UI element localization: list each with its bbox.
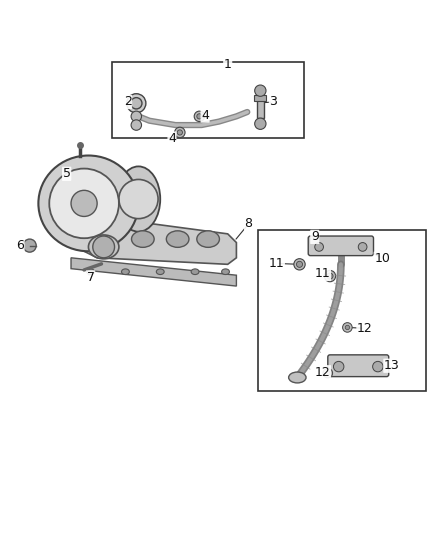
Circle shape [323, 368, 332, 378]
Text: 4: 4 [168, 132, 176, 145]
Ellipse shape [156, 269, 164, 274]
Ellipse shape [191, 269, 199, 274]
Circle shape [315, 243, 323, 251]
Ellipse shape [197, 231, 219, 247]
Circle shape [127, 94, 146, 113]
Circle shape [325, 371, 330, 375]
Text: 11: 11 [315, 268, 330, 280]
Text: 6: 6 [16, 239, 24, 252]
Circle shape [327, 273, 333, 279]
Circle shape [175, 127, 185, 138]
Circle shape [373, 361, 383, 372]
Text: 9: 9 [311, 230, 319, 244]
Ellipse shape [117, 166, 160, 232]
Text: 4: 4 [201, 109, 209, 122]
Ellipse shape [222, 269, 230, 274]
Circle shape [297, 261, 303, 268]
Text: 5: 5 [63, 167, 71, 180]
Text: 7: 7 [87, 271, 95, 284]
Text: 10: 10 [374, 252, 390, 265]
Ellipse shape [88, 235, 119, 259]
FancyBboxPatch shape [308, 236, 374, 256]
Circle shape [93, 236, 115, 258]
Circle shape [131, 111, 141, 122]
Text: 12: 12 [315, 366, 330, 379]
Circle shape [343, 322, 352, 332]
Circle shape [254, 118, 266, 130]
Text: 2: 2 [124, 95, 131, 109]
Circle shape [131, 98, 142, 109]
Circle shape [131, 120, 141, 130]
Circle shape [324, 270, 336, 282]
Polygon shape [71, 216, 237, 264]
Text: 11: 11 [268, 257, 284, 270]
Bar [257, 96, 264, 118]
Circle shape [177, 130, 183, 135]
Circle shape [254, 85, 266, 96]
Circle shape [194, 111, 205, 122]
FancyBboxPatch shape [258, 230, 426, 391]
Circle shape [49, 168, 119, 238]
Ellipse shape [39, 156, 138, 251]
Circle shape [333, 361, 344, 372]
Ellipse shape [87, 269, 95, 274]
Text: 1: 1 [224, 58, 232, 70]
Text: 12: 12 [357, 322, 373, 335]
Circle shape [358, 243, 367, 251]
Bar [254, 95, 266, 101]
Circle shape [345, 325, 350, 329]
Circle shape [119, 180, 158, 219]
Circle shape [23, 239, 36, 252]
Ellipse shape [131, 231, 154, 247]
Polygon shape [71, 258, 237, 286]
FancyBboxPatch shape [328, 355, 389, 377]
Ellipse shape [121, 269, 129, 274]
FancyBboxPatch shape [113, 62, 304, 138]
Circle shape [71, 190, 97, 216]
Text: 3: 3 [269, 95, 277, 109]
Circle shape [294, 259, 305, 270]
Ellipse shape [289, 372, 306, 383]
Ellipse shape [97, 231, 119, 247]
Ellipse shape [166, 231, 189, 247]
Circle shape [197, 114, 202, 119]
Text: 8: 8 [244, 217, 253, 230]
Text: 13: 13 [384, 359, 399, 372]
